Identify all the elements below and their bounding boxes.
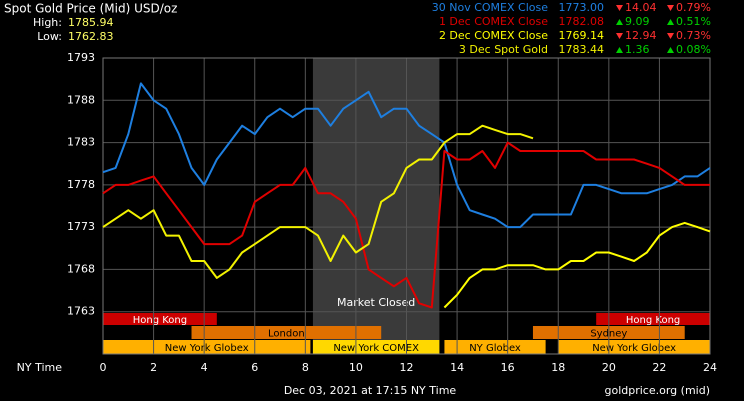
- session-bar: [444, 340, 546, 354]
- y-tick-label: 1793: [67, 51, 95, 64]
- legend-change: 12.94: [625, 29, 657, 42]
- legend-arrow: [616, 33, 623, 39]
- session-label: New York COMEX: [333, 343, 419, 354]
- y-tick-label: 1773: [67, 220, 95, 233]
- x-axis-label: NY Time: [17, 361, 63, 374]
- session-label: New York Globex: [592, 343, 676, 354]
- legend-arrow: [616, 47, 623, 53]
- legend-name: 2 Dec COMEX Close: [439, 29, 548, 42]
- session-bar: [312, 340, 440, 354]
- legend-name: 3 Dec Spot Gold: [459, 43, 548, 56]
- plot-frame: [102, 57, 711, 355]
- x-tick-label: 24: [703, 361, 717, 374]
- x-tick-label: 14: [450, 361, 464, 374]
- legend-change: 9.09: [625, 15, 650, 28]
- x-tick-label: 2: [150, 361, 157, 374]
- high-label: High:: [33, 16, 62, 29]
- session-bar: [103, 313, 217, 325]
- market-closed-label: Market Closed: [337, 296, 415, 309]
- legend-percent: 0.51%: [676, 15, 711, 28]
- source: goldprice.org (mid): [605, 384, 711, 397]
- legend-percent: 0.73%: [676, 29, 711, 42]
- x-tick-label: 6: [251, 361, 258, 374]
- legend-percent: 0.08%: [676, 43, 711, 56]
- x-tick-label: 16: [501, 361, 515, 374]
- legend-close: 1783.44: [559, 43, 605, 56]
- x-tick-label: 20: [602, 361, 616, 374]
- x-tick-label: 0: [100, 361, 107, 374]
- session-bar: [558, 340, 710, 354]
- y-tick-label: 1768: [67, 262, 95, 275]
- legend-close: 1773.00: [559, 1, 605, 14]
- legend-arrow: [667, 5, 674, 11]
- price-line: [102, 82, 711, 229]
- legend-close: 1769.14: [559, 29, 605, 42]
- session-bar: [191, 326, 382, 339]
- x-tick-label: 18: [551, 361, 565, 374]
- legend-arrow: [667, 47, 674, 53]
- legend-close: 1782.08: [559, 15, 605, 28]
- legend-percent: 0.79%: [676, 1, 711, 14]
- session-label: London: [268, 329, 305, 340]
- session-label: New York Globex: [165, 343, 249, 354]
- price-line: [102, 124, 534, 279]
- session-label: NY Globex: [469, 343, 521, 354]
- x-tick-label: 4: [201, 361, 208, 374]
- price-line: [443, 221, 711, 309]
- market-closed-shade: [312, 58, 440, 354]
- y-tick-label: 1788: [67, 93, 95, 106]
- y-tick-label: 1763: [67, 305, 95, 318]
- legend-arrow: [667, 19, 674, 25]
- session-bar: [103, 340, 311, 354]
- legend-change: 1.36: [625, 43, 650, 56]
- low-value: 1762.83: [68, 30, 114, 43]
- x-tick-label: 22: [652, 361, 666, 374]
- price-line: [102, 141, 710, 309]
- legend-arrow: [616, 19, 623, 25]
- legend-name: 1 Dec COMEX Close: [439, 15, 548, 28]
- y-tick-label: 1778: [67, 178, 95, 191]
- session-label: Hong Kong: [133, 315, 187, 326]
- low-label: Low:: [37, 30, 62, 43]
- high-value: 1785.94: [68, 16, 114, 29]
- y-tick-label: 1783: [67, 136, 95, 149]
- session-bar: [596, 313, 710, 325]
- x-tick-label: 8: [302, 361, 309, 374]
- legend-arrow: [616, 5, 623, 11]
- footer: Dec 03, 2021 at 17:15 NY Time: [284, 384, 457, 397]
- x-tick-label: 12: [400, 361, 414, 374]
- chart-title: Spot Gold Price (Mid) USD/oz: [4, 2, 177, 16]
- x-tick-label: 10: [349, 361, 363, 374]
- legend-arrow: [667, 33, 674, 39]
- session-label: Hong Kong: [626, 315, 680, 326]
- legend-change: 14.04: [625, 1, 657, 14]
- legend-name: 30 Nov COMEX Close: [432, 1, 548, 14]
